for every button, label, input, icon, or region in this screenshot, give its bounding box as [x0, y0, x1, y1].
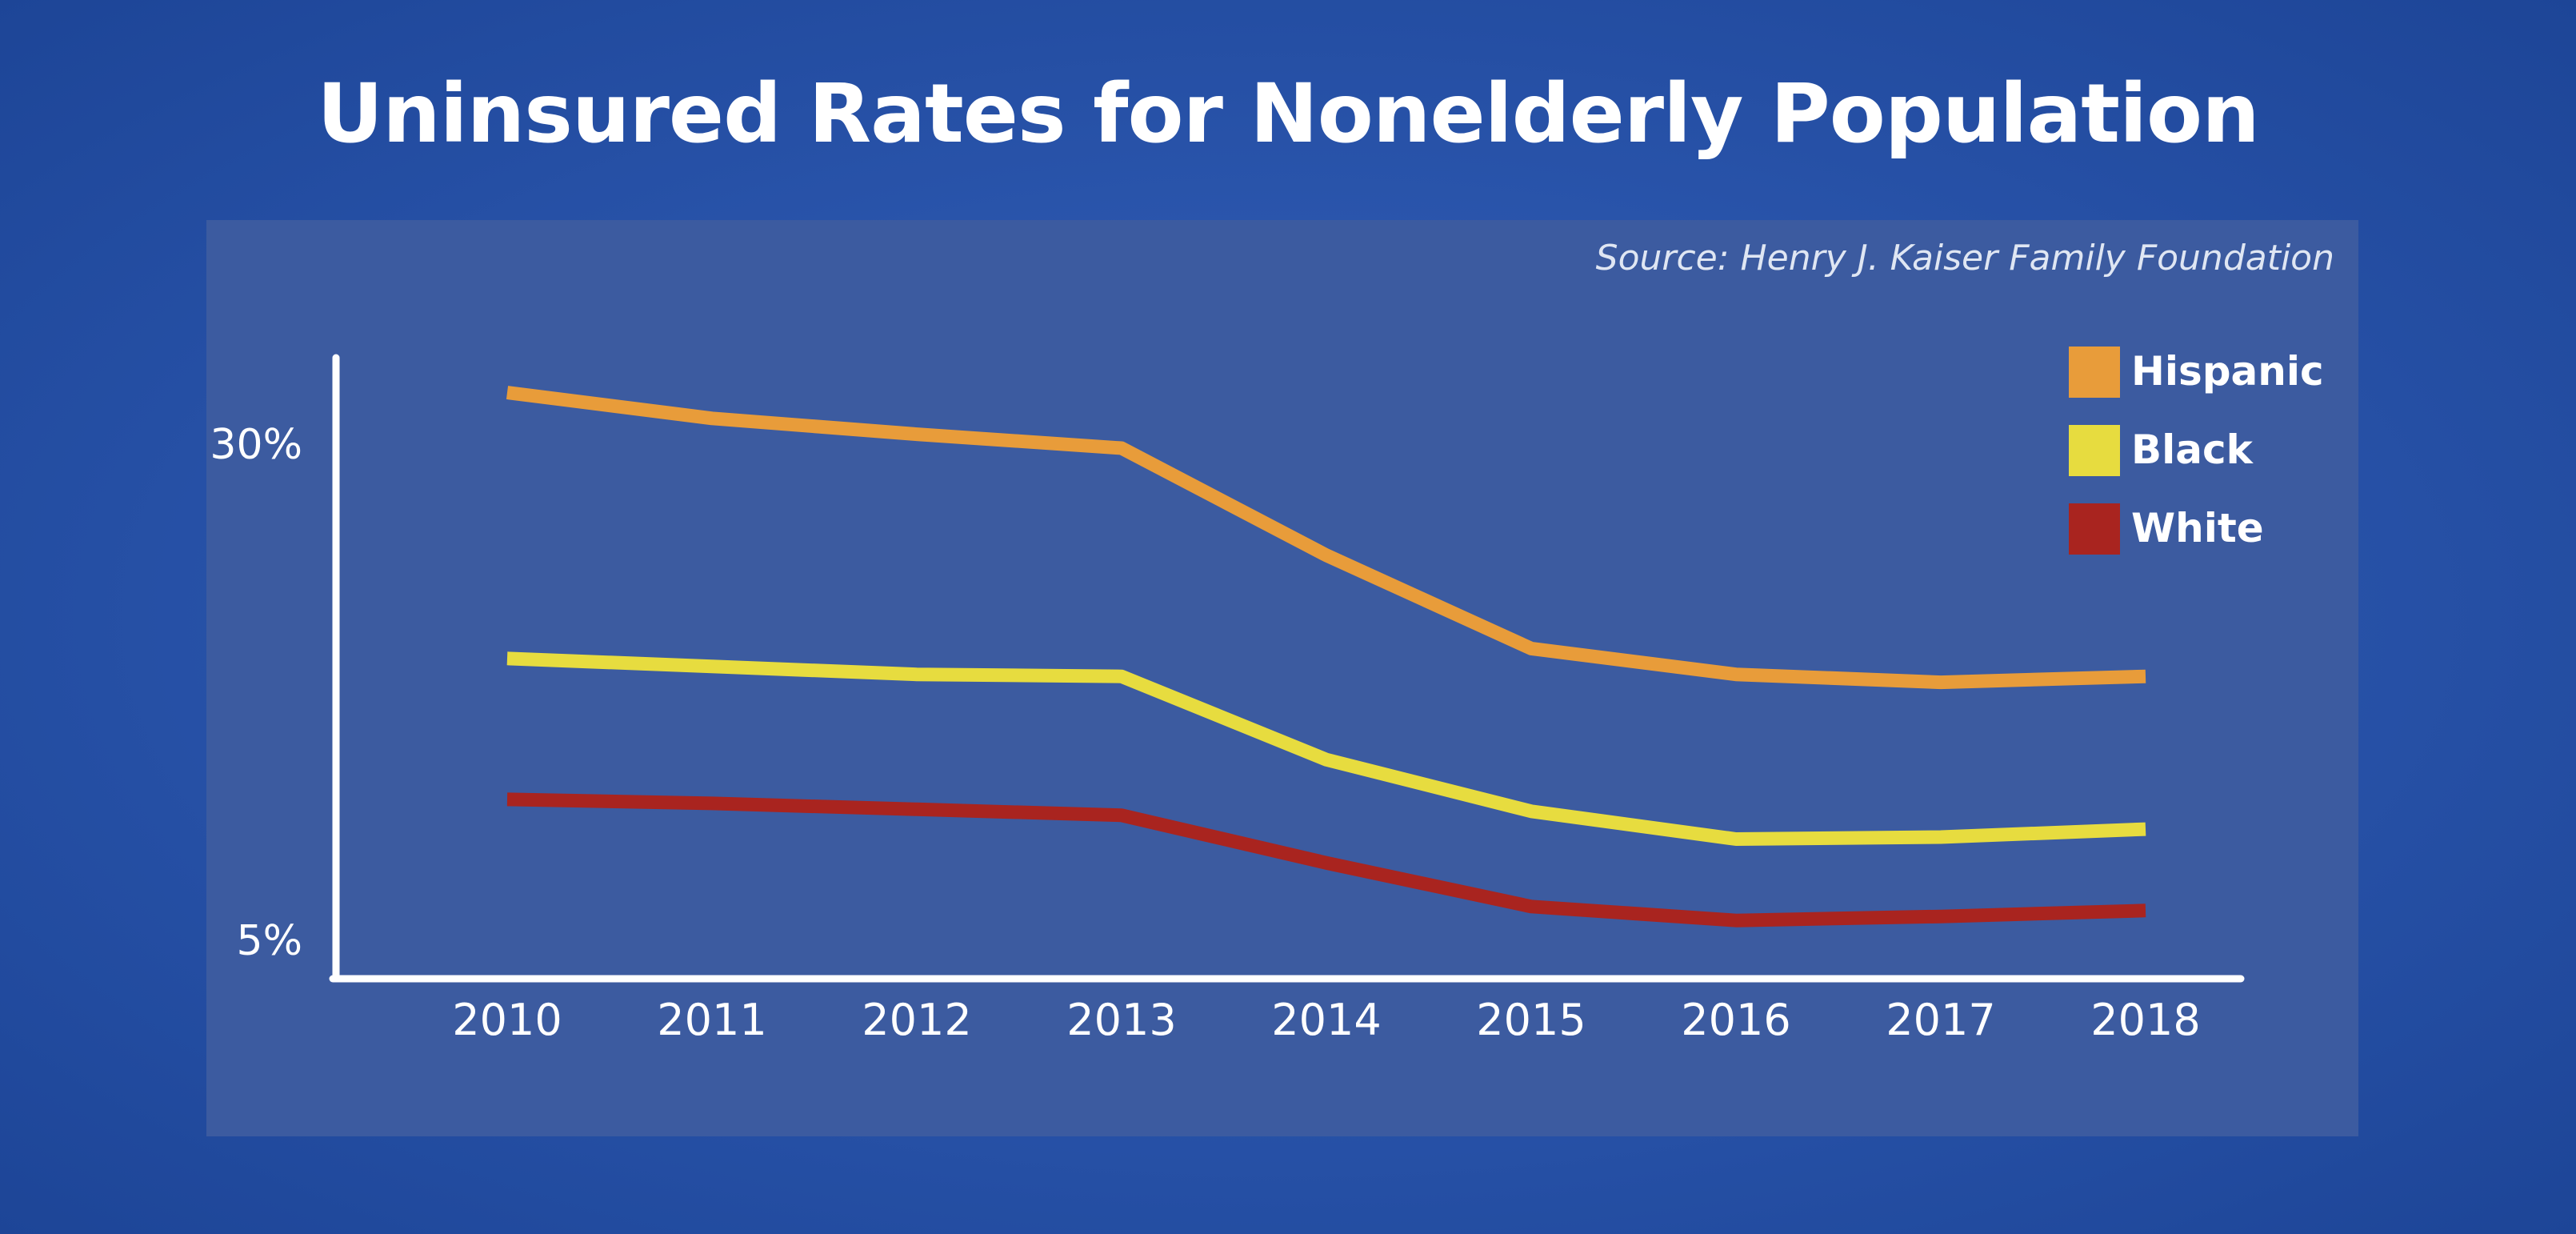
x-tick-label-2013: 2013: [1066, 995, 1176, 1045]
chart-panel: Source: Henry J. Kaiser Family Foundatio…: [206, 220, 2358, 1136]
series-line-white: [506, 792, 2146, 928]
legend-label-hispanic: Hispanic: [2131, 348, 2324, 395]
x-tick-label-2018: 2018: [2090, 995, 2200, 1045]
legend-label-white: White: [2131, 505, 2264, 551]
line-chart: 30%5% 2010 2011 2012 2013 2014 2015 2016 2017 20…: [210, 354, 2245, 1045]
chart-source: Source: Henry J. Kaiser Family Foundatio…: [1595, 238, 2334, 278]
y-tick-label-5-: 5%: [237, 917, 303, 965]
y-tick-label-30-: 30%: [210, 421, 302, 469]
series-line-hispanic: [506, 386, 2146, 690]
x-tick-label-2017: 2017: [1886, 995, 1995, 1045]
legend-swatch-white: [2069, 503, 2120, 555]
x-tick-label-2012: 2012: [862, 995, 971, 1045]
chart-title: Uninsured Rates for Nonelderly Populatio…: [317, 66, 2259, 162]
series-layer: [506, 386, 2146, 928]
x-tick-layer: 2010 2011 2012 2013 2014 2015 2016 2017 2018: [452, 995, 2200, 1045]
legend-swatch-black: [2069, 425, 2120, 476]
legend-swatch-hispanic: [2069, 347, 2120, 398]
legend-label-black: Black: [2131, 427, 2253, 473]
x-tick-label-2011: 2011: [657, 995, 766, 1045]
chart-axes: [329, 354, 2245, 983]
y-tick-layer: 30% 5%: [210, 421, 302, 965]
x-tick-label-2010: 2010: [452, 995, 562, 1045]
x-tick-label-2014: 2014: [1271, 995, 1381, 1045]
x-tick-label-2015: 2015: [1476, 995, 1586, 1045]
series-line-black: [506, 651, 2146, 846]
x-tick-label-2016: 2016: [1681, 995, 1790, 1045]
